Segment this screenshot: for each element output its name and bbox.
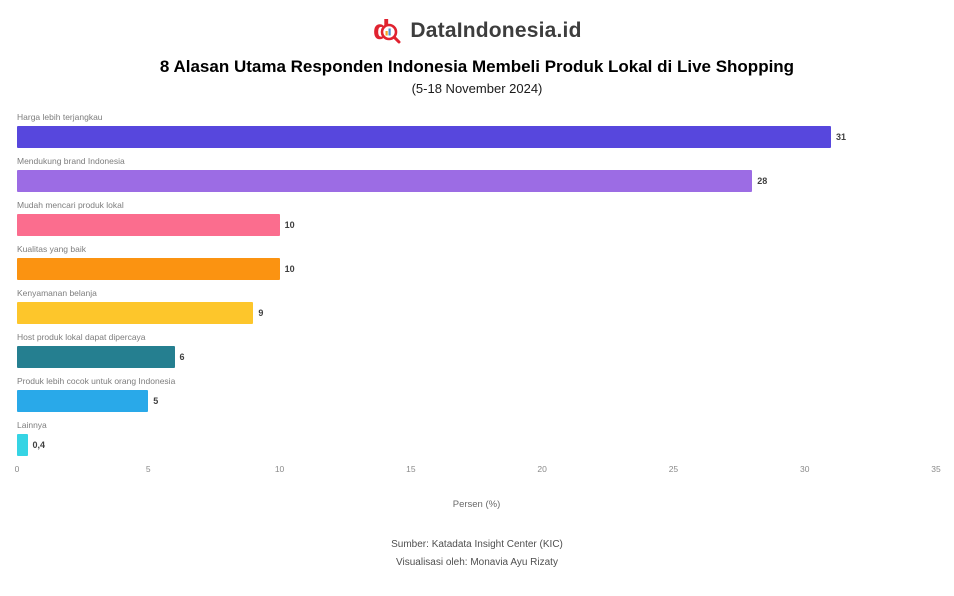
bar-track: 6 <box>17 346 936 368</box>
credit-text: Visualisasi oleh: Monavia Ayu Rizaty <box>396 556 558 568</box>
bar-category-label: Mudah mencari produk lokal <box>17 200 124 210</box>
brand-row: d DataIndonesia.id <box>0 14 954 48</box>
bar-value-label: 31 <box>835 132 846 142</box>
bar-track: 28 <box>17 170 936 192</box>
x-axis-label: Persen (%) <box>452 499 501 510</box>
bar-category-label: Lainnya <box>17 420 47 430</box>
bar-category-label: Kenyamanan belanja <box>17 288 97 298</box>
bar-track: 31 <box>17 126 936 148</box>
bar-track: 10 <box>17 214 936 236</box>
bar-value-label: 5 <box>153 396 159 406</box>
x-tick-label: 35 <box>931 464 941 474</box>
bar <box>17 214 280 236</box>
x-tick-label: 15 <box>406 464 416 474</box>
chart-subtitle: (5-18 November 2024) <box>411 81 543 96</box>
bars-area: Harga lebih terjangkau 31 Mendukung brand … <box>17 112 936 456</box>
source-text: Sumber: Katadata Insight Center (KIC) <box>391 539 563 550</box>
bar-category-label: Kualitas yang baik <box>17 244 86 254</box>
bar-category-label: Mendukung brand Indonesia <box>17 156 125 166</box>
bar-track: 5 <box>17 390 936 412</box>
brand-name: DataIndonesia.id <box>410 19 582 42</box>
bar-row: Mendukung brand Indonesia 28 <box>17 156 936 192</box>
bar-row: Kenyamanan belanja 9 <box>17 288 936 324</box>
bar <box>17 302 254 324</box>
dataindonesia-logo-icon: d <box>372 14 402 49</box>
bar <box>17 434 28 456</box>
bar-row: Host produk lokal dapat dipercaya 6 <box>17 332 936 368</box>
bar-value-label: 6 <box>179 352 185 362</box>
x-tick-label: 10 <box>274 464 285 474</box>
bar-value-label: 28 <box>757 176 768 186</box>
bar <box>17 258 280 280</box>
bar-chart: Harga lebih terjangkau 31 Mendukung brand … <box>14 112 941 510</box>
x-tick-label: 25 <box>668 464 679 474</box>
header: d DataIndonesia.id 8 Alasan Utama Respon… <box>0 0 954 97</box>
x-axis-ticks: 0 5 10 15 20 25 30 35 <box>14 464 941 477</box>
bar-row: Lainnya 0,4 <box>17 420 936 456</box>
bar-row: Harga lebih terjangkau 31 <box>17 112 936 148</box>
bar <box>17 390 149 412</box>
bar-row: Mudah mencari produk lokal 10 <box>17 200 936 236</box>
x-tick-label: 5 <box>145 464 151 474</box>
bar-track: 10 <box>17 258 936 280</box>
chart-title: 8 Alasan Utama Responden Indonesia Membe… <box>159 57 795 76</box>
bar-value-label: 10 <box>284 220 295 230</box>
bar-row: Produk lebih cocok untuk orang Indonesia… <box>17 376 936 412</box>
bar-category-label: Host produk lokal dapat dipercaya <box>17 332 146 342</box>
bar-track: 0,4 <box>17 434 936 456</box>
bar-value-label: 10 <box>284 264 295 274</box>
bar-row: Kualitas yang baik 10 <box>17 244 936 280</box>
bar <box>17 126 831 148</box>
bar-category-label: Harga lebih terjangkau <box>17 112 103 122</box>
x-tick-label: 20 <box>537 464 547 474</box>
x-tick-label: 30 <box>799 464 810 474</box>
x-tick-label: 0 <box>14 464 20 474</box>
bar-track: 9 <box>17 302 936 324</box>
bar <box>17 170 753 192</box>
bar-value-label: 9 <box>258 308 264 318</box>
footer: Sumber: Katadata Insight Center (KIC) Vi… <box>0 536 954 571</box>
bar <box>17 346 175 368</box>
bar-value-label: 0,4 <box>32 440 46 450</box>
bar-category-label: Produk lebih cocok untuk orang Indonesia <box>17 376 176 386</box>
